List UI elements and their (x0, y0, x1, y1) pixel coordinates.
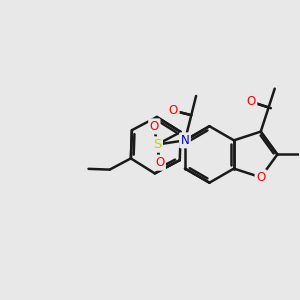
Text: N: N (181, 134, 189, 147)
Text: O: O (256, 171, 266, 184)
Text: O: O (247, 95, 256, 108)
Text: O: O (155, 156, 164, 169)
Text: O: O (150, 120, 159, 133)
Text: S: S (153, 138, 161, 151)
Text: O: O (169, 104, 178, 117)
